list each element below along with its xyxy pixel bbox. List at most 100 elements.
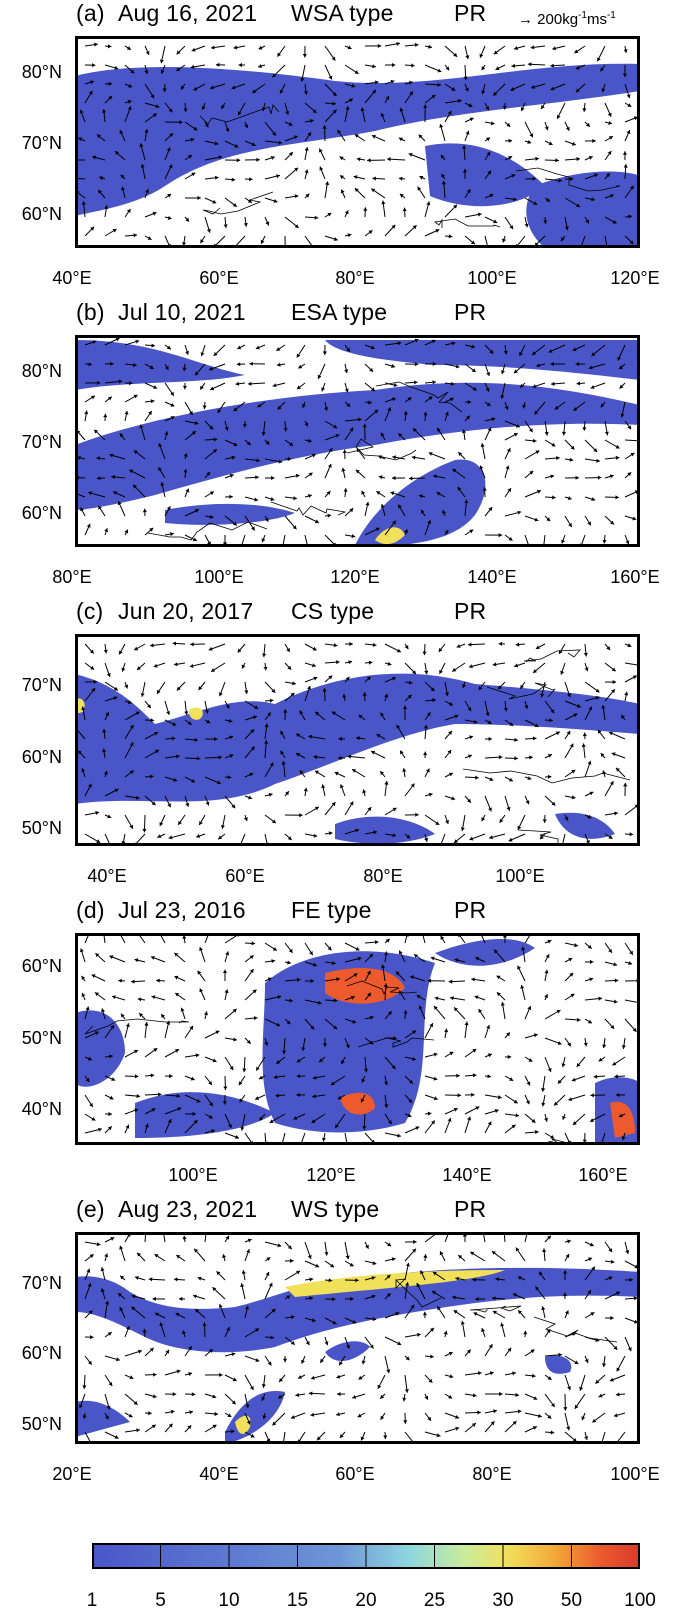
lon-tick-label: 40°E <box>199 1464 239 1484</box>
colorbar-segment <box>149 1543 153 1569</box>
flux-arrowhead <box>339 1434 344 1438</box>
flux-arrowhead <box>81 201 86 205</box>
flux-arrowhead <box>194 421 199 425</box>
flux-arrowhead <box>94 42 98 47</box>
flux-arrowhead <box>176 50 181 55</box>
flux-arrowhead <box>387 1011 392 1016</box>
flux-arrowhead <box>139 1013 144 1017</box>
flux-arrowhead <box>629 950 633 955</box>
flux-arrowhead <box>613 1345 618 1350</box>
flux-arrowhead <box>591 1266 595 1271</box>
colorbar-segment <box>490 1543 493 1569</box>
coastline <box>147 521 268 541</box>
flux-arrowhead <box>187 1425 192 1430</box>
flux-arrowhead <box>155 104 160 109</box>
flux-arrowhead <box>460 1320 465 1325</box>
flux-arrowhead <box>124 410 129 415</box>
flux-arrowhead <box>330 1081 335 1086</box>
flux-arrowhead <box>187 721 192 725</box>
colorbar-segment <box>449 1543 453 1569</box>
flux-arrowhead <box>265 1272 270 1276</box>
colorbar-segment <box>406 1543 410 1569</box>
flux-arrowhead <box>287 1245 292 1250</box>
flux-arrowhead <box>469 836 474 841</box>
flux-arrowhead <box>535 1130 539 1135</box>
flux-arrowhead <box>210 85 214 90</box>
flux-arrowhead <box>371 188 376 193</box>
flux-arrowhead <box>376 491 381 495</box>
flux-arrowhead <box>208 1114 213 1119</box>
colorbar-segment <box>584 1543 587 1569</box>
flux-arrowhead <box>258 64 262 69</box>
colorbar-segment <box>535 1543 538 1569</box>
flux-arrowhead <box>273 1075 278 1080</box>
flux-arrowhead <box>314 215 319 220</box>
flux-arrowhead <box>91 1116 96 1121</box>
flux-arrowhead <box>573 407 578 411</box>
flux-arrowhead <box>568 1097 573 1101</box>
colorbar-segment <box>286 1543 290 1569</box>
colorbar-segment <box>550 1543 553 1569</box>
flux-arrowhead <box>149 774 154 779</box>
flux-arrowhead <box>117 501 122 506</box>
flux-arrowhead <box>479 465 484 470</box>
flux-arrowhead <box>611 752 616 757</box>
flux-arrowhead <box>259 1075 263 1080</box>
flux-arrowhead <box>550 361 554 367</box>
flux-arrowhead <box>467 707 472 712</box>
flux-arrowhead <box>612 1061 617 1066</box>
flux-arrowhead <box>520 684 524 689</box>
flux-arrowhead <box>176 686 181 691</box>
flux-arrowhead <box>466 415 470 420</box>
flux-arrowhead <box>392 520 396 525</box>
flux-arrowhead <box>276 347 281 351</box>
flux-arrowhead <box>566 1426 571 1431</box>
flux-arrowhead <box>438 647 443 652</box>
colorbar-segment <box>368 1543 371 1569</box>
flux-arrowhead <box>506 1032 510 1037</box>
flux-arrowhead <box>393 1036 397 1041</box>
flux-arrowhead <box>294 224 299 228</box>
flux-arrowhead <box>222 1101 227 1105</box>
flux-arrowhead <box>288 948 293 953</box>
colorbar-segment <box>494 1543 498 1569</box>
colorbar-segment <box>252 1543 256 1569</box>
flux-arrowhead <box>506 122 511 127</box>
flux-arrowhead <box>465 55 470 59</box>
flux-arrowhead <box>347 45 352 50</box>
flux-arrowhead <box>315 711 320 716</box>
flux-arrowhead <box>571 795 576 800</box>
flux-arrowhead <box>429 1023 433 1028</box>
flux-arrowhead <box>619 384 624 389</box>
flux-arrowhead <box>169 133 173 137</box>
flux-arrowhead <box>121 1013 125 1018</box>
flux-arrowhead <box>454 1007 458 1012</box>
colorbar-segment <box>128 1543 132 1569</box>
flux-arrowhead <box>436 492 441 496</box>
flux-arrowhead <box>632 516 637 521</box>
flux-arrowhead <box>475 1297 479 1302</box>
flux-arrowhead <box>413 380 418 385</box>
flux-arrowhead <box>407 694 412 699</box>
flux-arrowhead <box>552 46 557 51</box>
flux-arrowhead <box>454 839 458 843</box>
flux-arrowhead <box>612 220 617 224</box>
flux-arrowhead <box>390 491 395 496</box>
colorbar-segment <box>500 1543 504 1569</box>
colorbar-segment <box>541 1543 545 1569</box>
flux-arrowhead <box>88 1360 92 1365</box>
flux-arrowhead <box>167 215 172 220</box>
flux-arrowhead <box>236 362 241 367</box>
flux-arrowhead <box>566 730 571 735</box>
flux-arrowhead <box>349 1262 354 1267</box>
flux-arrowhead <box>532 384 537 388</box>
colorbar-segment <box>151 1543 155 1569</box>
colorbar-segment <box>141 1543 144 1569</box>
flux-arrowhead <box>335 1124 339 1129</box>
colorbar-segment <box>389 1543 393 1569</box>
flux-arrowhead <box>256 1066 260 1071</box>
flux-arrowhead <box>142 1328 147 1333</box>
flux-arrowhead <box>137 1252 141 1257</box>
map-frame <box>75 335 640 547</box>
precip-region <box>75 382 640 510</box>
